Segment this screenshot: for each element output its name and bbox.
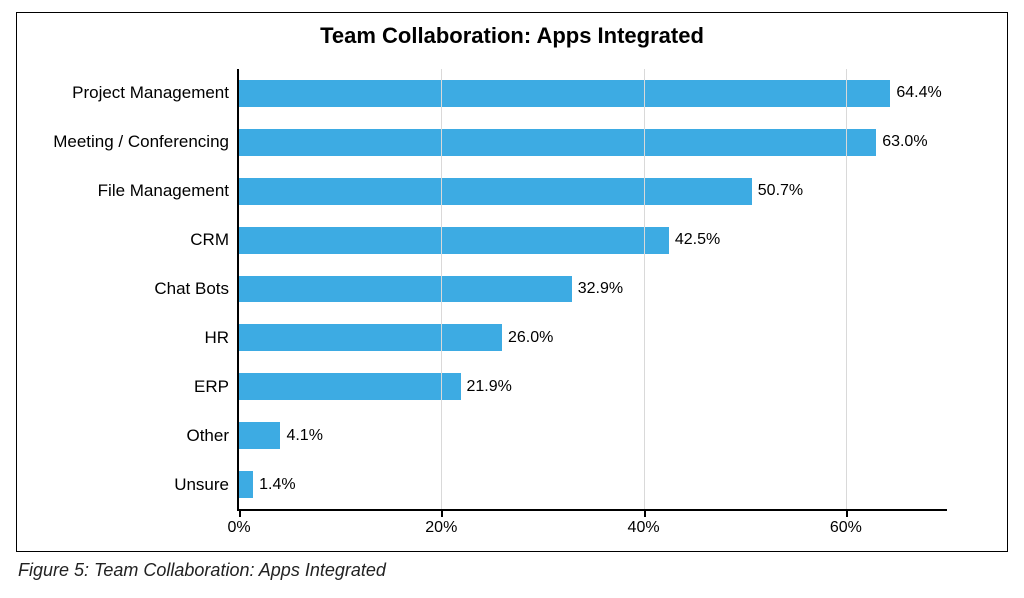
chart-title: Team Collaboration: Apps Integrated [17, 13, 1007, 55]
category-label: Unsure [174, 475, 239, 495]
bar: 63.0% [239, 129, 876, 156]
value-label: 64.4% [890, 84, 941, 102]
bar: 21.9% [239, 373, 461, 400]
category-label: Project Management [72, 83, 239, 103]
category-label: ERP [194, 377, 239, 397]
category-label: File Management [98, 181, 239, 201]
x-tick [644, 509, 646, 517]
bar-row: Other4.1% [239, 422, 947, 449]
bar: 64.4% [239, 80, 890, 107]
page: Team Collaboration: Apps Integrated Proj… [0, 0, 1024, 598]
bar-row: Meeting / Conferencing63.0% [239, 129, 947, 156]
bar-row: ERP21.9% [239, 373, 947, 400]
category-label: HR [204, 328, 239, 348]
x-tick [441, 509, 443, 517]
bar-row: Chat Bots32.9% [239, 276, 947, 303]
bar: 50.7% [239, 178, 752, 205]
value-label: 63.0% [876, 133, 927, 151]
bar-row: HR26.0% [239, 324, 947, 351]
value-label: 26.0% [502, 329, 553, 347]
bars-layer: Project Management64.4% Meeting / Confere… [239, 69, 947, 509]
plot-wrap: Project Management64.4% Meeting / Confere… [237, 69, 947, 511]
x-tick-label: 0% [227, 519, 250, 537]
x-tick-label: 60% [830, 519, 862, 537]
x-tick [239, 509, 241, 517]
gridline [846, 69, 847, 509]
bar: 42.5% [239, 227, 669, 254]
bar-row: Unsure1.4% [239, 471, 947, 498]
value-label: 32.9% [572, 280, 623, 298]
category-label: Chat Bots [154, 279, 239, 299]
bar: 1.4% [239, 471, 253, 498]
chart-frame: Team Collaboration: Apps Integrated Proj… [16, 12, 1008, 552]
value-label: 4.1% [280, 427, 322, 445]
bar-row: File Management50.7% [239, 178, 947, 205]
bar: 4.1% [239, 422, 280, 449]
x-tick-label: 20% [425, 519, 457, 537]
x-tick-label: 40% [628, 519, 660, 537]
value-label: 1.4% [253, 476, 295, 494]
value-label: 21.9% [461, 378, 512, 396]
category-label: Meeting / Conferencing [53, 132, 239, 152]
category-label: Other [186, 426, 239, 446]
value-label: 42.5% [669, 231, 720, 249]
figure-caption: Figure 5: Team Collaboration: Apps Integ… [16, 552, 1008, 581]
plot-area: Project Management64.4% Meeting / Confere… [237, 69, 947, 511]
x-tick [846, 509, 848, 517]
bar-row: Project Management64.4% [239, 80, 947, 107]
gridline [441, 69, 442, 509]
bar-row: CRM42.5% [239, 227, 947, 254]
category-label: CRM [190, 230, 239, 250]
bar: 26.0% [239, 324, 502, 351]
value-label: 50.7% [752, 182, 803, 200]
bar: 32.9% [239, 276, 572, 303]
gridline [644, 69, 645, 509]
